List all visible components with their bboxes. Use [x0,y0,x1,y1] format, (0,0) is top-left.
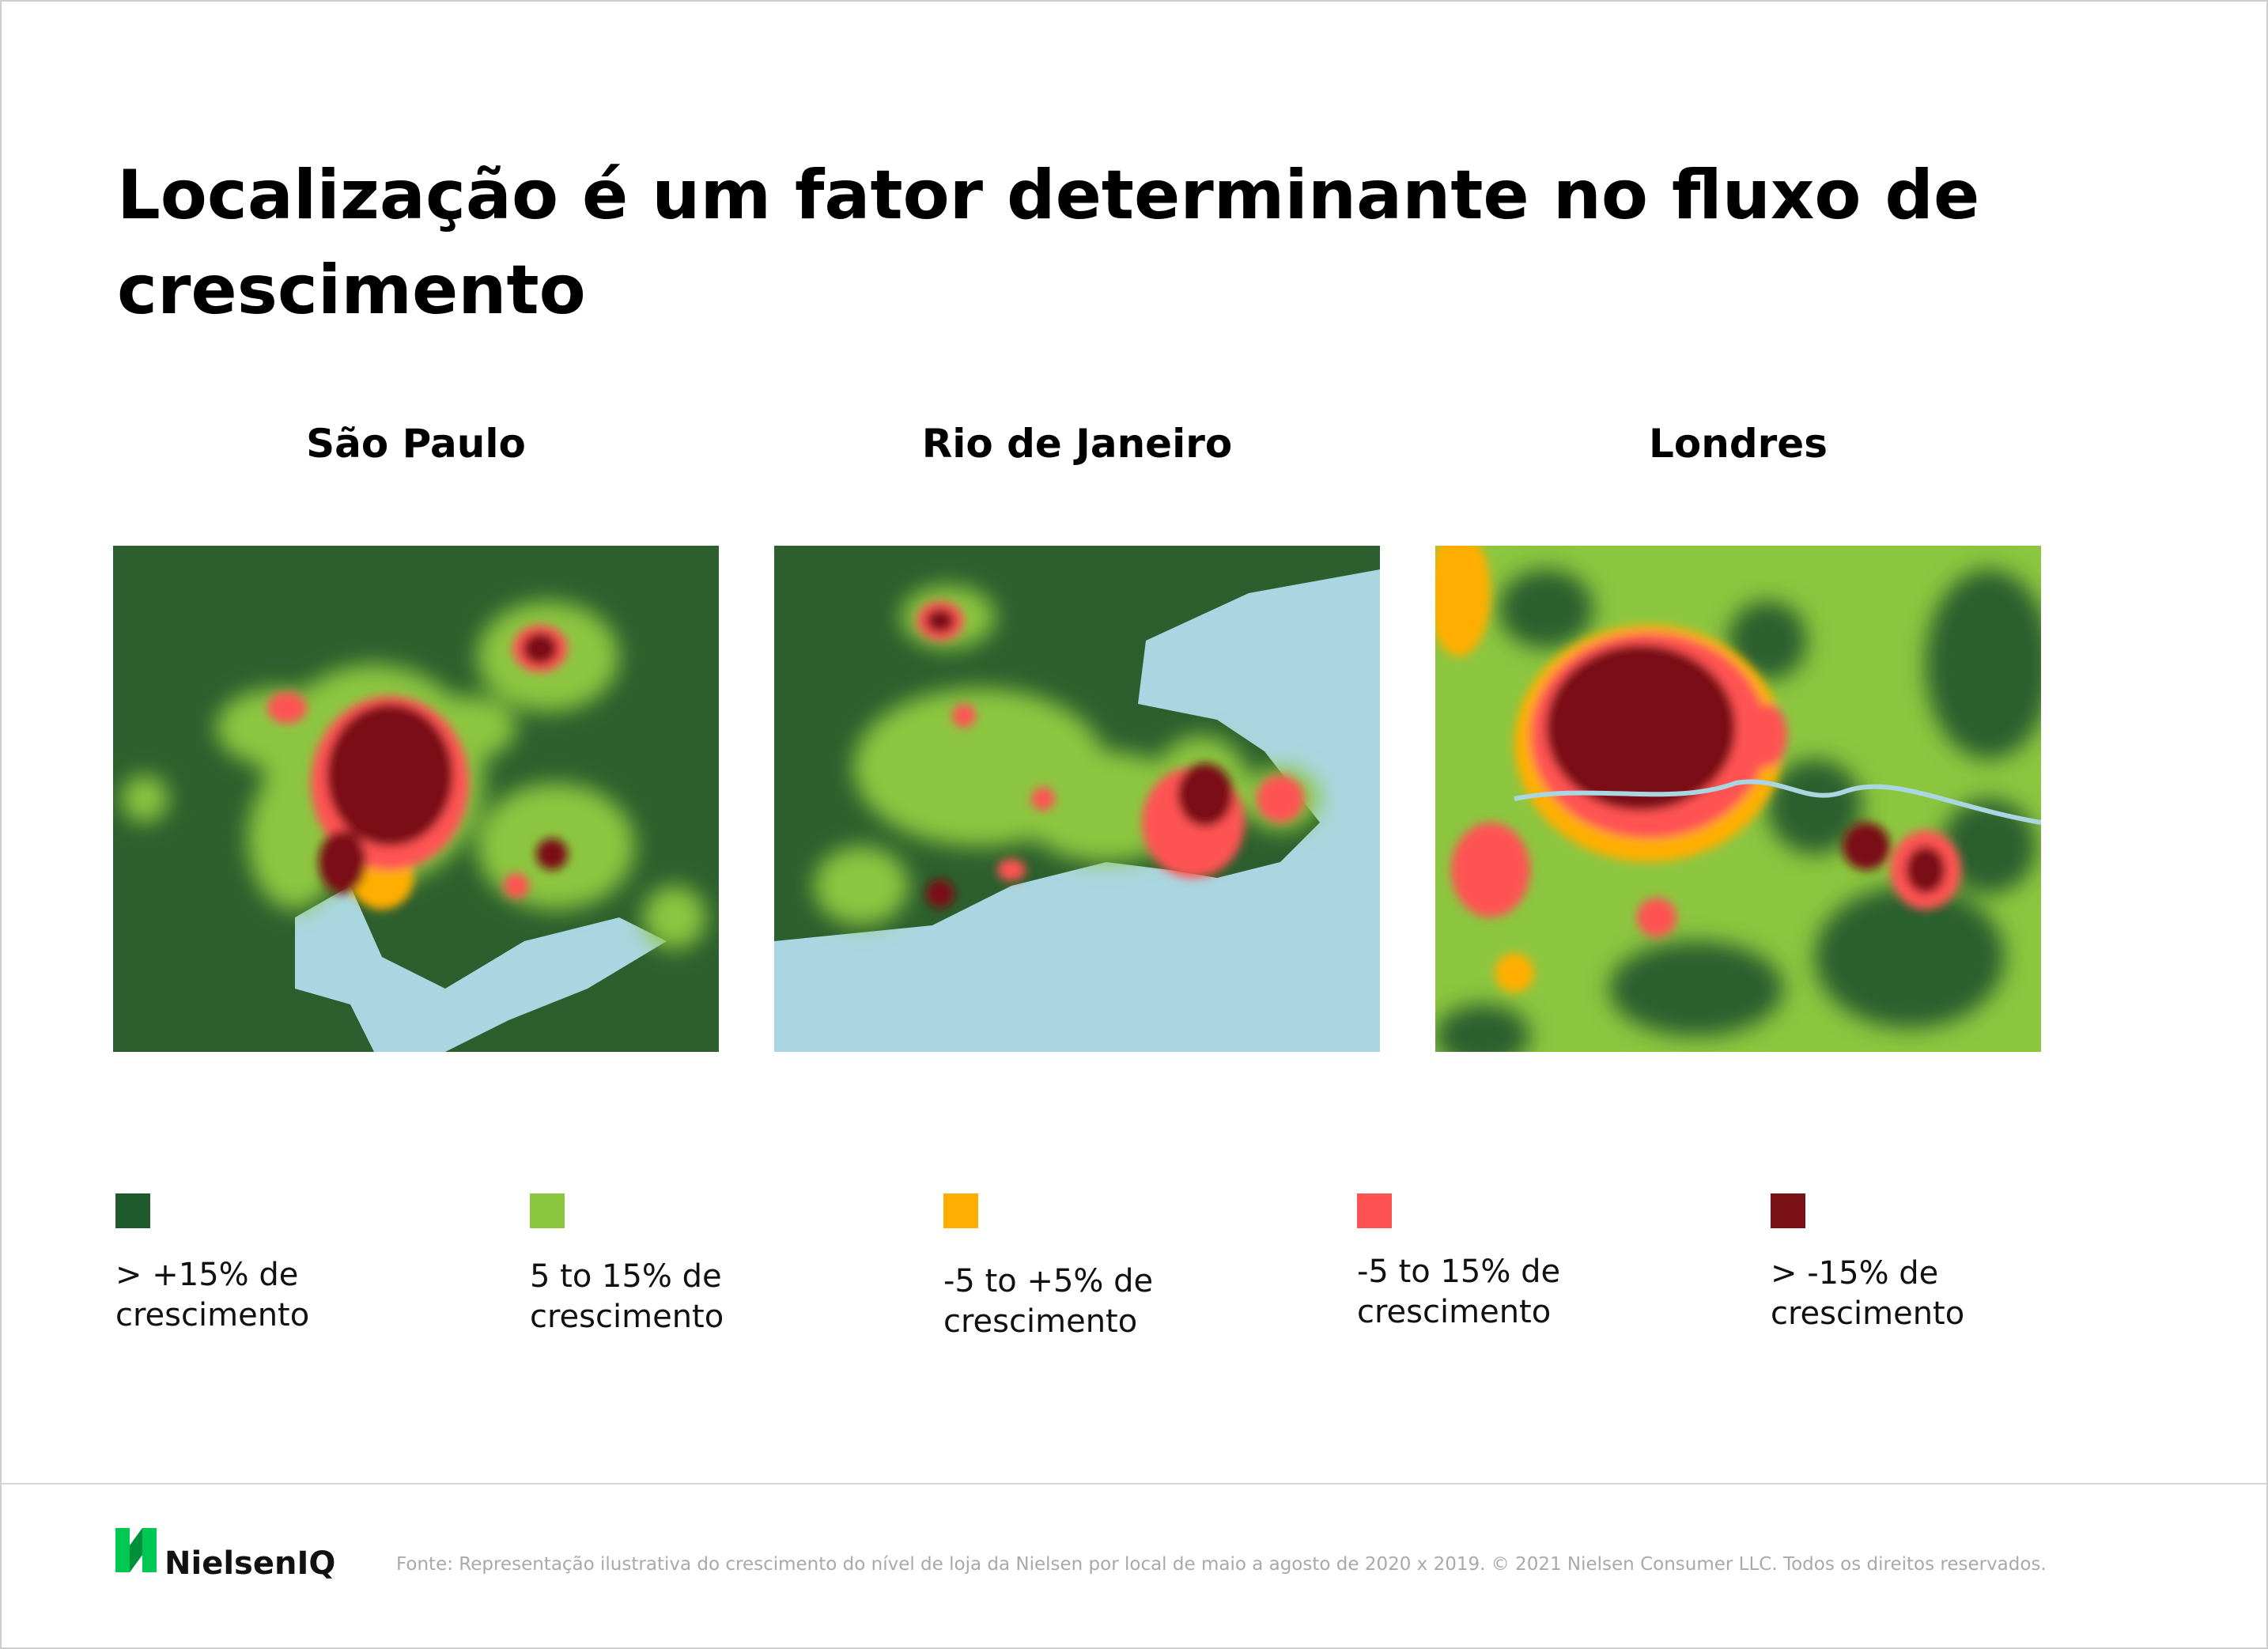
title: Localização é um fator determinante no f… [117,156,1980,330]
legend-label: > -15% de crescimento [1771,1255,1965,1332]
legend-label: -5 to +5% de crescimento [943,1263,1154,1340]
legend-label: 5 to 15% de crescimento [530,1258,724,1335]
logo-text: NielsenIQ [164,1545,336,1582]
legend-swatch [1771,1193,1805,1228]
logo-mark [115,1528,157,1572]
heatmap-londres [1435,546,2041,1052]
map-title: Londres [1649,421,1828,467]
map-title: São Paulo [306,421,526,467]
legend-label: > +15% de crescimento [115,1257,310,1333]
source-note: Fonte: Representação ilustrativa do cres… [396,1554,2047,1575]
divider [2,1483,2266,1484]
heatmap-rio [774,546,1380,1052]
map-title: Rio de Janeiro [921,421,1233,467]
legend-swatch [530,1193,565,1228]
legend-swatch [1357,1193,1392,1228]
heatmap-sao-paulo [113,546,719,1052]
legend-label: -5 to 15% de crescimento [1357,1254,1561,1330]
legend-swatch [115,1193,150,1228]
legend-swatch [943,1193,978,1228]
